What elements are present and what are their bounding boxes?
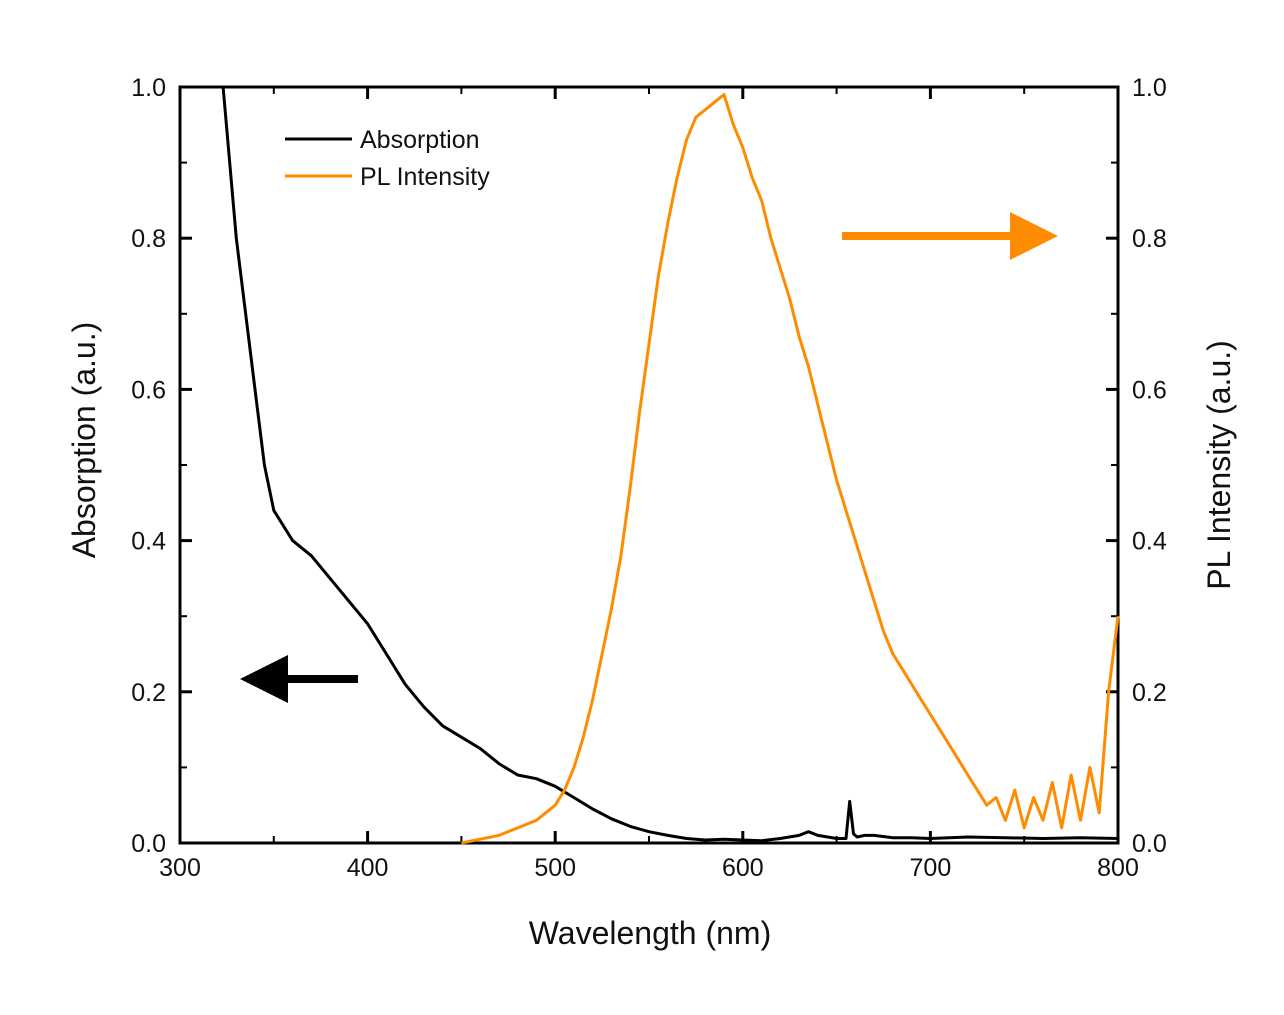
y-left-tick-label: 0.4 [131,528,166,556]
y-right-tick-label: 0.0 [1132,830,1167,858]
y-right-tick-label: 0.4 [1132,528,1167,556]
x-tick-label: 700 [910,854,952,882]
x-tick-label: 500 [534,854,576,882]
y-left-tick-label: 0.0 [131,830,166,858]
y-right-tick-label: 0.6 [1132,376,1167,404]
x-tick-label: 300 [159,854,201,882]
plot-frame [178,85,1120,845]
y-left-tick-label: 1.0 [131,74,166,102]
y-left-tick-label: 0.2 [131,679,166,707]
y-left-tick-label: 0.6 [131,376,166,404]
legend-label-absorption: Absorption [360,126,480,154]
axes [178,85,1120,845]
y-right-tick-label: 1.0 [1132,74,1167,102]
legend-label-pl: PL Intensity [360,163,490,191]
tick-marks [178,85,1120,845]
y-axis-right-title: PL Intensity (a.u.) [1201,340,1237,590]
series-line-pl-intensity [461,93,1120,845]
y-right-tick-label: 0.2 [1132,679,1167,707]
legend: Absorption PL Intensity [285,126,490,191]
tick-labels: 300 400 500 600 700 8000.00.20.40.60.81.00.00… [131,74,1167,882]
y-left-tick-label: 0.8 [131,225,166,253]
x-tick-label: 400 [347,854,389,882]
y-axis-left-title: Absorption (a.u.) [66,322,102,559]
x-axis-title: Wavelength (nm) [529,915,771,951]
y-right-tick-label: 0.8 [1132,225,1167,253]
x-tick-label: 600 [722,854,764,882]
series-line-absorption [221,86,1119,843]
x-tick-label: 800 [1097,854,1139,882]
series-group [221,86,1120,845]
